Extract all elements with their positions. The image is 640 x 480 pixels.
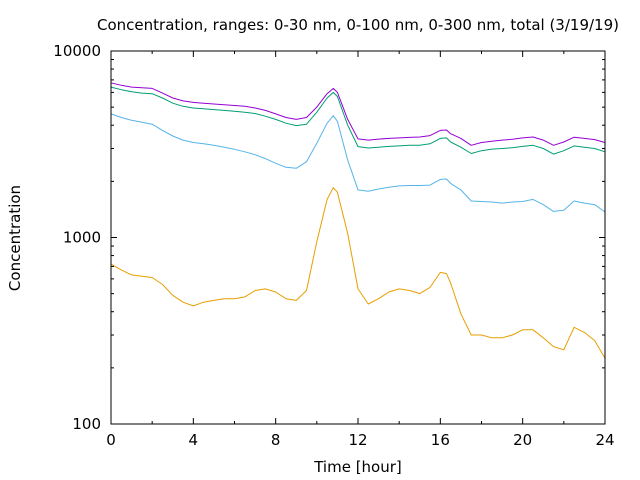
y-tick-label: 1000: [63, 229, 101, 247]
series-layer: [110, 82, 606, 359]
x-tick-label: 4: [189, 431, 199, 449]
series-line-1: [110, 187, 606, 359]
series-line-2: [110, 113, 606, 213]
x-axis-label: Time [hour]: [313, 458, 402, 476]
axes-layer: 0 4 8 12 16 20 24 100 1000 10000: [53, 42, 614, 449]
chart-title: Concentration, ranges: 0-30 nm, 0-100 nm…: [97, 16, 619, 34]
x-tick-label: 12: [348, 431, 367, 449]
x-tick-label: 24: [595, 431, 614, 449]
x-tick-label: 8: [271, 431, 281, 449]
series-line-3: [110, 86, 606, 155]
x-tick-label: 20: [513, 431, 532, 449]
series-line-4: [110, 82, 606, 146]
y-tick-label: 10000: [53, 42, 101, 60]
y-axis-label: Concentration: [6, 185, 24, 291]
y-tick-label: 100: [72, 415, 101, 433]
x-tick-label: 0: [106, 431, 116, 449]
x-tick-label: 16: [431, 431, 450, 449]
